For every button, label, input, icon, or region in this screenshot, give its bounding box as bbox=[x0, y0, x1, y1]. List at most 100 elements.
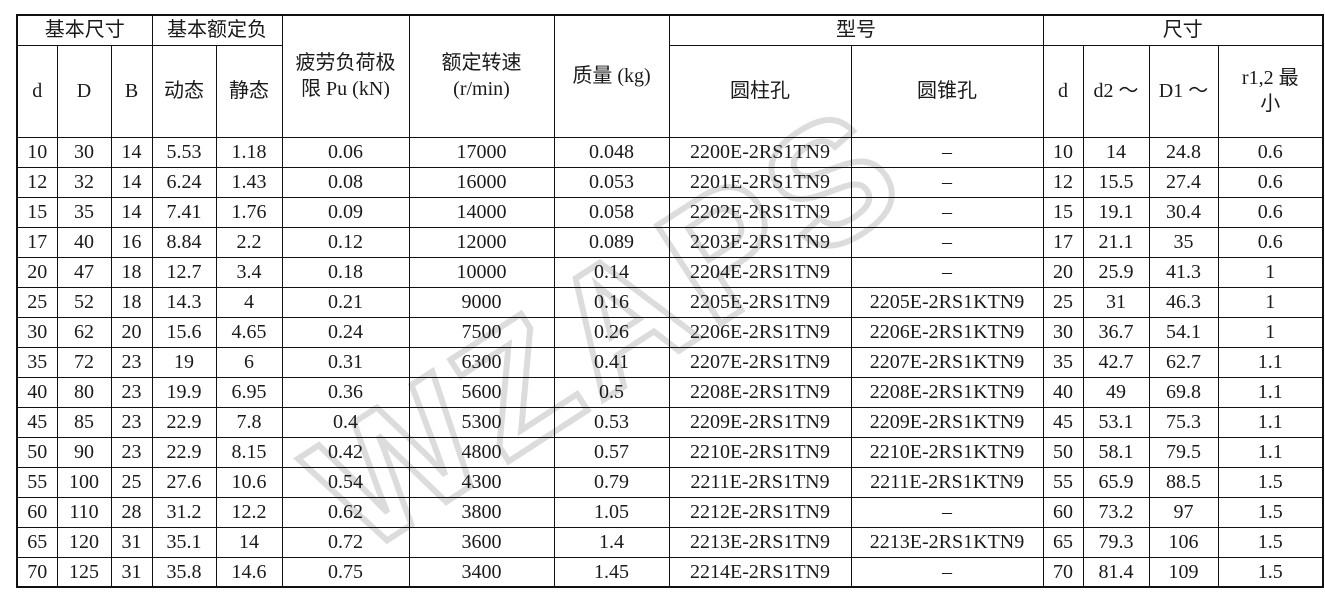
cell-pu: 0.08 bbox=[281, 166, 410, 198]
cell-tapered-bore: 2213E-2RS1KTN9 bbox=[850, 526, 1044, 558]
cell-tapered-bore: – bbox=[850, 166, 1044, 198]
cell-dynamic: 22.9 bbox=[151, 406, 217, 438]
cell-B: 18 bbox=[110, 286, 153, 318]
cell-cylindrical-bore: 2214E-2RS1TN9 bbox=[668, 556, 852, 588]
cell-pu: 0.21 bbox=[281, 286, 410, 318]
cell-D1-max: 79.5 bbox=[1148, 436, 1219, 468]
table-row: 50 90 23 22.9 8.15 0.42 4800 0.57 2210E-2RS1TN9 2… bbox=[16, 436, 1324, 468]
cell-dynamic: 15.6 bbox=[151, 316, 217, 348]
cell-B: 18 bbox=[110, 256, 153, 288]
cell-D1-max: 54.1 bbox=[1148, 316, 1219, 348]
header-dynamic: 动态 bbox=[151, 44, 217, 138]
header-d: d bbox=[16, 44, 58, 138]
cell-dynamic: 22.9 bbox=[151, 436, 217, 468]
cell-D1-max: 62.7 bbox=[1148, 346, 1219, 378]
cell-static: 4.65 bbox=[215, 316, 283, 348]
cell-static: 6 bbox=[215, 346, 283, 378]
cell-speed: 5600 bbox=[408, 376, 555, 408]
table-row: 12 32 14 6.24 1.43 0.08 16000 0.053 2201E-2RS1TN… bbox=[16, 166, 1324, 198]
cell-mass: 0.14 bbox=[553, 256, 670, 288]
cell-D1-max: 46.3 bbox=[1148, 286, 1219, 318]
header-static: 静态 bbox=[215, 44, 283, 138]
cell-d: 10 bbox=[16, 136, 58, 168]
cell-r-min: 1.1 bbox=[1217, 346, 1324, 378]
cell-cylindrical-bore: 2201E-2RS1TN9 bbox=[668, 166, 852, 198]
header-rated-speed: 额定转速 (r/min) bbox=[408, 14, 555, 138]
cell-dynamic: 14.3 bbox=[151, 286, 217, 318]
cell-D: 32 bbox=[56, 166, 112, 198]
cell-r-min: 1 bbox=[1217, 256, 1324, 288]
cell-speed: 5300 bbox=[408, 406, 555, 438]
cell-pu: 0.24 bbox=[281, 316, 410, 348]
cell-d2-max: 58.1 bbox=[1082, 436, 1150, 468]
cell-B: 23 bbox=[110, 406, 153, 438]
cell-d2-max: 79.3 bbox=[1082, 526, 1150, 558]
cell-cylindrical-bore: 2200E-2RS1TN9 bbox=[668, 136, 852, 168]
cell-tapered-bore: 2209E-2RS1KTN9 bbox=[850, 406, 1044, 438]
cell-dynamic: 35.1 bbox=[151, 526, 217, 558]
cell-pu: 0.12 bbox=[281, 226, 410, 258]
cell-mass: 0.058 bbox=[553, 196, 670, 228]
cell-d: 60 bbox=[16, 496, 58, 528]
cell-static: 10.6 bbox=[215, 466, 283, 498]
cell-D1-max: 30.4 bbox=[1148, 196, 1219, 228]
cell-d2-max: 65.9 bbox=[1082, 466, 1150, 498]
cell-d2-max: 21.1 bbox=[1082, 226, 1150, 258]
table-row: 20 47 18 12.7 3.4 0.18 10000 0.14 2204E-2RS1TN9–… bbox=[16, 256, 1324, 288]
cell-D: 52 bbox=[56, 286, 112, 318]
cell-tapered-bore: – bbox=[850, 256, 1044, 288]
bearing-spec-table: 基本尺寸 基本额定负 疲劳负荷极 限 Pu (kN) 额定转速 (r/min) … bbox=[16, 14, 1324, 588]
cell-static: 7.8 bbox=[215, 406, 283, 438]
cell-B: 16 bbox=[110, 226, 153, 258]
cell-mass: 1.05 bbox=[553, 496, 670, 528]
cell-pu: 0.06 bbox=[281, 136, 410, 168]
header-B: B bbox=[110, 44, 153, 138]
cell-cylindrical-bore: 2209E-2RS1TN9 bbox=[668, 406, 852, 438]
cell-pu: 0.75 bbox=[281, 556, 410, 588]
cell-cylindrical-bore: 2204E-2RS1TN9 bbox=[668, 256, 852, 288]
cell-D: 47 bbox=[56, 256, 112, 288]
cell-cylindrical-bore: 2213E-2RS1TN9 bbox=[668, 526, 852, 558]
cell-speed: 3600 bbox=[408, 526, 555, 558]
cell-mass: 0.048 bbox=[553, 136, 670, 168]
cell-D1-max: 35 bbox=[1148, 226, 1219, 258]
cell-dynamic: 7.41 bbox=[151, 196, 217, 228]
header-tapered-bore: 圆锥孔 bbox=[850, 44, 1044, 138]
table-row: 70 125 31 35.8 14.6 0.75 3400 1.45 2214E-2RS1TN9… bbox=[16, 556, 1324, 588]
cell-speed: 3800 bbox=[408, 496, 555, 528]
cell-cylindrical-bore: 2205E-2RS1TN9 bbox=[668, 286, 852, 318]
cell-d-2: 25 bbox=[1042, 286, 1084, 318]
cell-r-min: 0.6 bbox=[1217, 226, 1324, 258]
cell-dynamic: 6.24 bbox=[151, 166, 217, 198]
cell-d2-max: 42.7 bbox=[1082, 346, 1150, 378]
cell-r-min: 0.6 bbox=[1217, 196, 1324, 228]
cell-r-min: 1.1 bbox=[1217, 406, 1324, 438]
header-d2: d bbox=[1042, 44, 1084, 138]
cell-tapered-bore: 2207E-2RS1KTN9 bbox=[850, 346, 1044, 378]
cell-static: 14.6 bbox=[215, 556, 283, 588]
cell-d: 17 bbox=[16, 226, 58, 258]
cell-tapered-bore: 2208E-2RS1KTN9 bbox=[850, 376, 1044, 408]
cell-D1-max: 69.8 bbox=[1148, 376, 1219, 408]
cell-mass: 0.089 bbox=[553, 226, 670, 258]
table-row: 10 30 14 5.53 1.18 0.06 17000 0.048 2200E-2RS1TN… bbox=[16, 136, 1324, 168]
cell-d: 15 bbox=[16, 196, 58, 228]
table-header: 基本尺寸 基本额定负 疲劳负荷极 限 Pu (kN) 额定转速 (r/min) … bbox=[16, 14, 1324, 138]
cell-pu: 0.31 bbox=[281, 346, 410, 378]
cell-D: 90 bbox=[56, 436, 112, 468]
cell-D1-max: 24.8 bbox=[1148, 136, 1219, 168]
header-D: D bbox=[56, 44, 112, 138]
cell-r-min: 1.1 bbox=[1217, 436, 1324, 468]
cell-pu: 0.4 bbox=[281, 406, 410, 438]
cell-speed: 12000 bbox=[408, 226, 555, 258]
cell-D: 72 bbox=[56, 346, 112, 378]
cell-d2-max: 19.1 bbox=[1082, 196, 1150, 228]
cell-pu: 0.18 bbox=[281, 256, 410, 288]
cell-mass: 0.41 bbox=[553, 346, 670, 378]
cell-D: 80 bbox=[56, 376, 112, 408]
cell-B: 23 bbox=[110, 436, 153, 468]
cell-r-min: 1.5 bbox=[1217, 556, 1324, 588]
cell-d: 35 bbox=[16, 346, 58, 378]
cell-B: 14 bbox=[110, 136, 153, 168]
cell-dynamic: 19.9 bbox=[151, 376, 217, 408]
